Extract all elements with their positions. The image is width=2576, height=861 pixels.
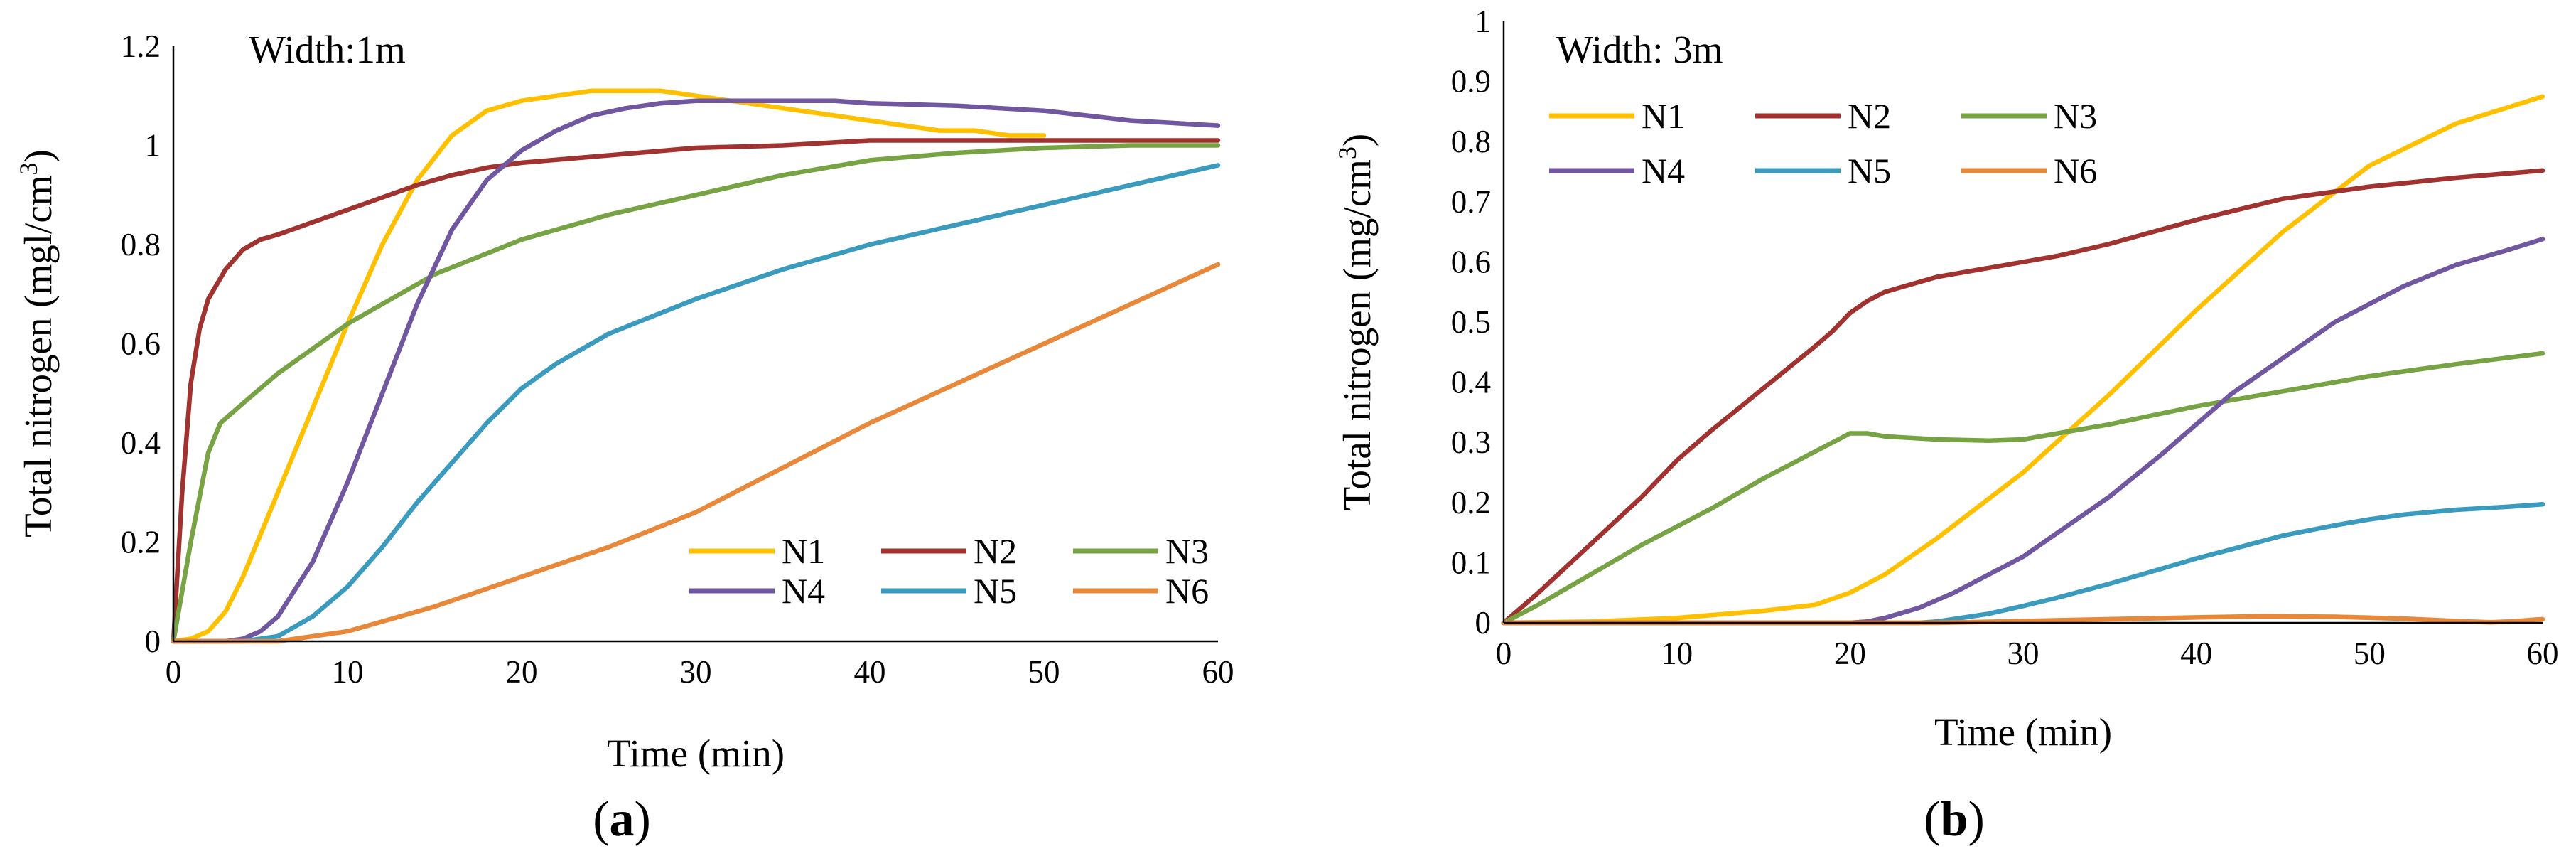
- panel-label-b: (b): [1924, 792, 1985, 847]
- y-tick-label: 0.7: [1451, 184, 1491, 220]
- series-line-n5: [1501, 502, 2545, 626]
- legend-label: N3: [2054, 96, 2097, 136]
- y-tick-label: 0.8: [1451, 124, 1491, 159]
- panel-letter-a: a: [610, 792, 635, 847]
- chart-title-a: Width:1m: [249, 28, 406, 71]
- legend-label: N1: [782, 531, 825, 571]
- legend-item-n1: N1: [689, 531, 825, 571]
- legend-label: N6: [1165, 571, 1209, 611]
- y-tick-label: 0.2: [121, 525, 161, 560]
- x-tick-label: 50: [2354, 636, 2386, 671]
- x-tick-label: 60: [2527, 636, 2559, 671]
- x-axis-title-a: Time (min): [607, 732, 785, 775]
- legend-item-n5: N5: [881, 571, 1017, 611]
- legend-item-n6: N6: [1961, 151, 2097, 191]
- x-tick-label: 60: [1202, 654, 1234, 690]
- legend-label: N5: [974, 571, 1017, 611]
- legend-label: N1: [1642, 96, 1685, 136]
- legend-label: N2: [974, 531, 1017, 571]
- chart-panel-b: 0 0.1 0.2 0.3 0.4 0.5 0.6 0.7 0.8 0.9 1 0 10 20 30 40 5…: [1333, 4, 2559, 847]
- x-tick-label: 50: [1028, 654, 1060, 690]
- series-line-n3: [171, 143, 1221, 644]
- legend-item-n6: N6: [1073, 571, 1209, 611]
- y-tick-label: 1: [1475, 4, 1492, 39]
- legend-label: N2: [1848, 96, 1891, 136]
- y-tick-label: 0.5: [1451, 304, 1491, 340]
- x-tick-label: 30: [680, 654, 712, 690]
- legend-item-n4: N4: [1549, 151, 1685, 191]
- x-tick-label: 40: [2180, 636, 2212, 671]
- legend-label: N3: [1165, 531, 1209, 571]
- x-tick-labels-a: 0 10 20 30 40 50 60: [166, 654, 1234, 690]
- x-tick-label: 10: [1661, 636, 1693, 671]
- legend-label: N6: [2054, 151, 2097, 191]
- y-tick-label: 0.6: [1451, 244, 1491, 279]
- x-tick-label: 10: [332, 654, 364, 690]
- series-line-n2: [171, 138, 1221, 644]
- x-tick-label: 20: [1834, 636, 1866, 671]
- legend-item-n3: N3: [1961, 96, 2097, 136]
- y-axis-title-main-b: Total nitrogen (mg/cm: [1335, 159, 1379, 510]
- x-tick-label: 0: [166, 654, 182, 690]
- x-tick-label: 0: [1496, 636, 1512, 671]
- series-line-n5: [171, 163, 1221, 644]
- y-tick-label: 0: [1475, 605, 1492, 641]
- x-tick-labels-b: 0 10 20 30 40 50 60: [1496, 636, 2559, 671]
- legend-item-n5: N5: [1755, 151, 1891, 191]
- legend-item-n1: N1: [1549, 96, 1685, 136]
- legend-item-n2: N2: [1755, 96, 1891, 136]
- y-tick-labels-b: 0 0.1 0.2 0.3 0.4 0.5 0.6 0.7 0.8 0.9 1: [1451, 4, 1491, 641]
- y-tick-label: 1.2: [121, 28, 161, 64]
- y-axis-title-sup-a: 3: [14, 162, 43, 175]
- legend-label: N4: [782, 571, 825, 611]
- legend-label: N4: [1642, 151, 1685, 191]
- legend-item-n4: N4: [689, 571, 825, 611]
- series-line-n4: [1501, 237, 2545, 626]
- x-tick-label: 40: [854, 654, 886, 690]
- y-axis-title-sup-b: 3: [1333, 146, 1362, 159]
- panel-label-a: (a): [593, 792, 651, 847]
- y-tick-label: 0.4: [1451, 365, 1491, 400]
- series-line-n1: [171, 88, 1047, 644]
- y-tick-label: 0.4: [121, 425, 161, 461]
- y-tick-label: 0.1: [1451, 545, 1491, 580]
- y-tick-label: 0: [145, 624, 161, 659]
- y-tick-label: 0.3: [1451, 424, 1491, 460]
- y-tick-label: 1: [145, 128, 161, 164]
- y-axis-title-end-a: ): [16, 149, 60, 162]
- series-line-n1: [1501, 94, 2545, 626]
- legend-label: N5: [1848, 151, 1891, 191]
- x-tick-label: 30: [2008, 636, 2039, 671]
- y-tick-label: 0.2: [1451, 485, 1491, 520]
- x-axis-title-b: Time (min): [1934, 710, 2112, 754]
- legend-b: N1 N2 N3 N4 N5 N6: [1549, 96, 2097, 191]
- y-axis-title-b: Total nitrogen (mg/cm3): [1333, 134, 1379, 510]
- panel-letter-b: b: [1941, 792, 1968, 847]
- series-layer-a: [171, 88, 1221, 644]
- series-line-n2: [1501, 168, 2545, 626]
- y-tick-label: 0.9: [1451, 64, 1491, 100]
- x-tick-label: 20: [506, 654, 538, 690]
- series-line-n6: [171, 262, 1221, 644]
- y-axis-title-a: Total nitrogen (mgl/cm3): [14, 149, 60, 538]
- y-axis-title-end-b: ): [1335, 134, 1379, 146]
- y-tick-label: 0.8: [121, 227, 161, 262]
- y-axis-title-main-a: Total nitrogen (mgl/cm: [16, 175, 60, 537]
- series-line-n4: [171, 98, 1221, 644]
- series-line-n3: [1501, 351, 2545, 626]
- legend-item-n3: N3: [1073, 531, 1209, 571]
- chart-panel-a: 0 0.2 0.4 0.6 0.8 1 1.2 0 10 20 30 40 50 60 Width:1m…: [14, 28, 1234, 847]
- y-tick-labels-a: 0 0.2 0.4 0.6 0.8 1 1.2: [121, 28, 161, 659]
- chart-title-b: Width: 3m: [1556, 28, 1723, 71]
- legend-a: N1 N2 N3 N4 N5 N6: [689, 531, 1209, 611]
- legend-item-n2: N2: [881, 531, 1017, 571]
- y-tick-label: 0.6: [121, 326, 161, 362]
